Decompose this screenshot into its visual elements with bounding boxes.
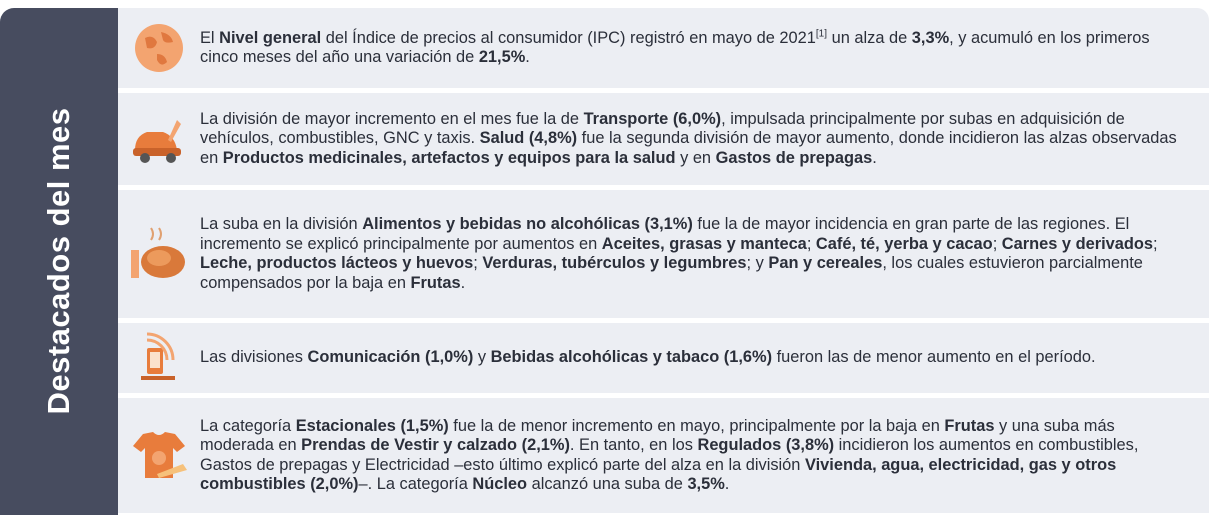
food-icon <box>127 224 191 284</box>
text-run: Las divisiones <box>200 348 308 366</box>
bold-text: Verduras, tubérculos y legumbres <box>482 254 746 272</box>
bold-text: Gastos de prepagas <box>716 149 873 167</box>
text-run: fueron las de menor aumento en el períod… <box>772 348 1095 366</box>
car-icon <box>129 114 189 164</box>
icon <box>118 224 200 284</box>
highlight-row: La división de mayor incremento en el me… <box>118 93 1209 185</box>
bold-text: Pan y cereales <box>768 254 882 272</box>
highlight-text: La suba en la división Alimentos y bebid… <box>200 215 1209 293</box>
bold-text: Prendas de Vestir y calzado (2,1%) <box>301 436 570 454</box>
highlight-row: El Nivel general del Índice de precios a… <box>118 8 1209 88</box>
icon <box>118 20 200 76</box>
text-run: ; y <box>747 254 769 272</box>
text-run: y en <box>676 149 716 167</box>
phone-icon <box>137 330 181 386</box>
icon <box>118 330 200 386</box>
bold-text: Estacionales (1,5%) <box>296 417 449 435</box>
bold-text: Salud (4,8%) <box>480 129 577 147</box>
clothes-icon <box>129 428 189 484</box>
text-run: –. La categoría <box>358 475 472 493</box>
bold-text: Frutas <box>944 417 994 435</box>
bold-text: Alimentos y bebidas no alcohólicas (3,1%… <box>362 215 693 233</box>
bold-text: Bebidas alcohólicas y tabaco (1,6%) <box>491 348 772 366</box>
text-run: . <box>461 274 466 292</box>
bold-text: Frutas <box>411 274 461 292</box>
bold-text: Carnes y derivados <box>1002 235 1153 253</box>
text-run: ; <box>473 254 482 272</box>
bold-text: 3,5% <box>687 475 724 493</box>
highlight-text: La división de mayor incremento en el me… <box>200 110 1209 169</box>
text-run: . <box>525 48 530 66</box>
highlight-text: La categoría Estacionales (1,5%) fue la … <box>200 417 1209 495</box>
text-run: y <box>473 348 490 366</box>
text-run: . En tanto, en los <box>570 436 698 454</box>
sidebar: Destacados del mes <box>0 8 118 515</box>
highlight-row: La categoría Estacionales (1,5%) fue la … <box>118 398 1209 513</box>
bold-text: Leche, productos lácteos y huevos <box>200 254 473 272</box>
text-run: La categoría <box>200 417 296 435</box>
bold-text: Productos medicinales, artefactos y equi… <box>223 149 676 167</box>
text-run: . <box>872 149 877 167</box>
page: Destacados del mes El Nivel general del … <box>0 0 1209 515</box>
bold-text: Nivel general <box>219 29 321 47</box>
icon <box>118 114 200 164</box>
highlight-row: La suba en la división Alimentos y bebid… <box>118 190 1209 318</box>
highlight-text: Las divisiones Comunicación (1,0%) y Beb… <box>200 348 1209 368</box>
bold-text: Transporte (6,0%) <box>584 110 722 128</box>
text-run: ; <box>1153 235 1158 253</box>
text-run: El <box>200 29 219 47</box>
icon <box>118 428 200 484</box>
text-run: alcanzó una suba de <box>527 475 687 493</box>
footnote-ref: [1] <box>816 28 827 39</box>
bold-text: Núcleo <box>472 475 527 493</box>
text-run: ; <box>807 235 816 253</box>
text-run: un alza de <box>827 29 912 47</box>
bold-text: Aceites, grasas y manteca <box>602 235 807 253</box>
bold-text: Comunicación (1,0%) <box>308 348 474 366</box>
text-run: fue la de menor incremento en mayo, prin… <box>449 417 945 435</box>
text-run: del Índice de precios al consumidor (IPC… <box>321 29 816 47</box>
bold-text: 3,3% <box>912 29 949 47</box>
bold-text: Café, té, yerba y cacao <box>816 235 993 253</box>
bold-text: 21,5% <box>479 48 525 66</box>
bold-text: Regulados (3,8%) <box>697 436 834 454</box>
text-run: . <box>725 475 730 493</box>
text-run: La división de mayor incremento en el me… <box>200 110 584 128</box>
highlight-text: El Nivel general del Índice de precios a… <box>200 29 1209 68</box>
highlight-row: Las divisiones Comunicación (1,0%) y Beb… <box>118 323 1209 393</box>
globe-icon <box>131 20 187 76</box>
highlights: El Nivel general del Índice de precios a… <box>118 8 1209 513</box>
text-run: ; <box>993 235 1002 253</box>
sidebar-title: Destacados del mes <box>41 107 77 414</box>
text-run: La suba en la división <box>200 215 362 233</box>
